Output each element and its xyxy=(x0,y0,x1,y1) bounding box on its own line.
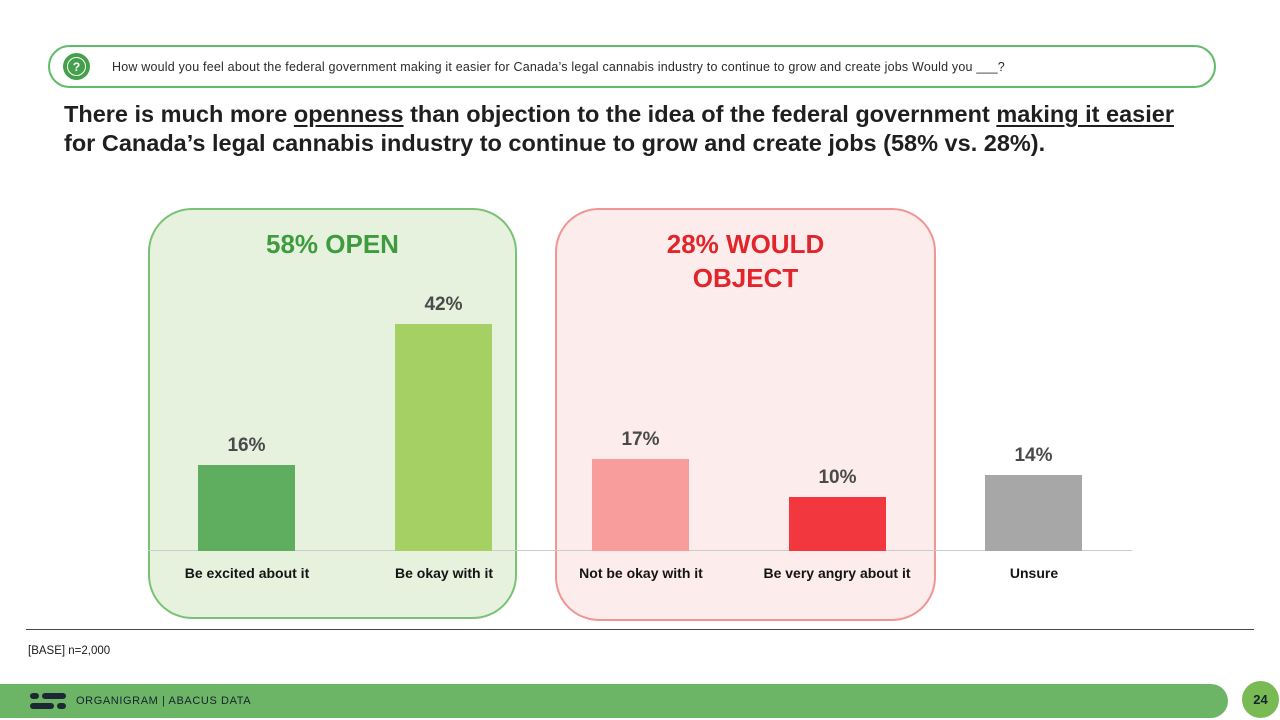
organigram-logo-icon xyxy=(30,692,66,711)
bar-column-not-okay: 17% xyxy=(592,429,689,551)
question-banner: ? How would you feel about the federal g… xyxy=(48,45,1216,88)
bar-value-angry: 10% xyxy=(818,467,857,488)
bar-column-okay: 42% xyxy=(395,294,492,551)
question-mark-icon: ? xyxy=(63,53,90,80)
bar-column-unsure: 14% xyxy=(985,445,1082,551)
bar-unsure xyxy=(985,475,1082,551)
bar-excited xyxy=(198,465,295,551)
headline-segment-1: There is much more xyxy=(64,101,294,127)
group-title-object: 28% WOULD OBJECT xyxy=(666,229,825,293)
bar-column-angry: 10% xyxy=(789,467,886,551)
bar-value-okay: 42% xyxy=(424,294,463,315)
category-label-unsure: Unsure xyxy=(1009,565,1059,581)
footer-bar: ORGANIGRAM | ABACUS DATA xyxy=(0,684,1228,718)
category-label-not-okay: Not be okay with it xyxy=(579,565,703,581)
bar-value-excited: 16% xyxy=(227,435,266,456)
bottom-divider xyxy=(26,629,1254,630)
headline-underline-making-it-easier: making it easier xyxy=(996,101,1174,127)
base-note: [BASE] n=2,000 xyxy=(28,645,111,657)
bar-okay xyxy=(395,324,492,551)
group-box-object xyxy=(555,208,936,621)
headline-segment-2: than objection to the idea of the federa… xyxy=(403,101,997,127)
bar-value-unsure: 14% xyxy=(1014,445,1053,466)
bar-angry xyxy=(789,497,886,551)
page-number-badge: 24 xyxy=(1242,681,1279,718)
bar-value-not-okay: 17% xyxy=(621,429,660,450)
headline-underline-openness: openness xyxy=(293,101,404,127)
category-label-excited: Be excited about it xyxy=(184,565,310,581)
headline-segment-3: for Canada’s legal cannabis industry to … xyxy=(64,129,1046,156)
category-label-angry: Be very angry about it xyxy=(763,565,911,581)
headline: There is much more openness than objecti… xyxy=(64,100,1199,157)
bar-not-okay xyxy=(592,459,689,551)
footer-brand: ORGANIGRAM | ABACUS DATA xyxy=(76,695,252,707)
question-mark-glyph: ? xyxy=(67,57,86,76)
group-title-open: 58% OPEN xyxy=(266,229,399,259)
question-text: How would you feel about the federal gov… xyxy=(112,59,1005,74)
bar-column-excited: 16% xyxy=(198,435,295,551)
category-label-okay: Be okay with it xyxy=(394,565,494,581)
